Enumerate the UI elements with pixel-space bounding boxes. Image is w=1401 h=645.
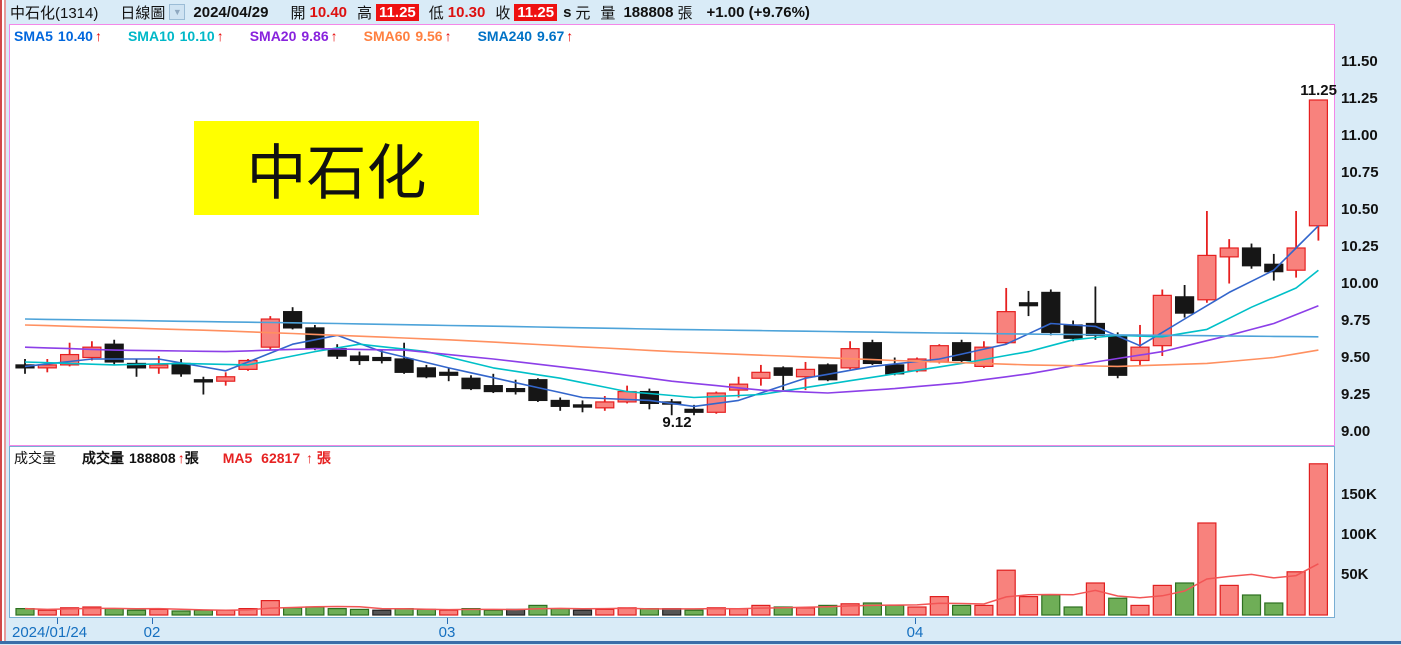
price-axis-tick: 9.25	[1341, 386, 1371, 403]
sma10-label: SMA10	[127, 28, 175, 44]
window-edge-strip	[0, 0, 6, 643]
quote-date: 2024/04/29	[193, 3, 269, 21]
up-arrow-icon: ↑	[216, 28, 224, 44]
stock-symbol: 中石化(1314)	[10, 4, 99, 22]
volume-readout-label: 成交量	[82, 450, 124, 466]
time-axis-tickmark	[447, 618, 448, 624]
price-axis-tick: 11.00	[1341, 127, 1378, 144]
sma20-label: SMA20	[249, 28, 297, 44]
high-price: 11.25	[376, 3, 419, 21]
up-arrow-icon: ↑	[94, 28, 102, 44]
volume-readout-value: 188808	[129, 450, 176, 466]
volume-axis-tick: 50K	[1341, 566, 1369, 583]
up-arrow-icon: ↑	[177, 450, 185, 466]
price-axis-tick: 10.50	[1341, 201, 1379, 218]
sma60-value: 9.56	[415, 28, 443, 44]
sma60-legend: SMA60 9.56 ↑	[364, 28, 452, 44]
close-price: 11.25	[514, 3, 558, 21]
time-axis-label: 03	[438, 624, 456, 641]
price-axis-tick: 9.75	[1341, 312, 1371, 329]
low-label: 低	[428, 4, 444, 22]
low-price-annotation: 9.12	[662, 414, 692, 431]
price-axis-tick: 11.50	[1341, 53, 1378, 70]
time-axis-label: 02	[143, 624, 161, 641]
time-axis-tickmark	[152, 618, 153, 624]
open-label: 開	[290, 4, 306, 22]
volume-ma5-unit: 張	[316, 450, 331, 466]
price-axis-tick: 9.00	[1341, 423, 1371, 440]
window-bottom-border	[0, 641, 1401, 644]
price-axis: 11.50 11.25 11.00 10.75 10.50 10.25 10.00 9.75 9…	[1338, 0, 1400, 645]
volume-panel-title: 成交量	[14, 450, 56, 466]
sma240-value: 9.67	[537, 28, 565, 44]
high-price-annotation: 11.25	[1300, 82, 1337, 99]
price-axis-tick: 10.25	[1341, 238, 1379, 255]
quote-header: 中石化(1314) 日線圖 ▼ 2024/04/29 開 10.40 高 11.…	[10, 0, 1401, 24]
sma240-label: SMA240	[477, 28, 533, 44]
close-label: 收	[495, 4, 511, 22]
stock-name-annotation: 中石化	[194, 121, 479, 215]
price-axis-tick: 11.25	[1341, 90, 1378, 107]
price-change: +1.00 (+9.76%)	[706, 3, 810, 21]
sma20-legend: SMA20 9.86 ↑	[250, 28, 338, 44]
candlestick-chart[interactable]	[10, 25, 1334, 445]
up-arrow-icon: ↑	[330, 28, 338, 44]
volume-ma5-label: MA5	[222, 450, 253, 466]
up-arrow-icon: ↑	[306, 450, 313, 466]
price-axis-tick: 10.00	[1341, 275, 1379, 292]
time-axis-tickmark	[57, 618, 58, 624]
sma5-value: 10.40	[57, 28, 93, 44]
up-arrow-icon: ↑	[566, 28, 574, 44]
sma60-label: SMA60	[363, 28, 411, 44]
period-selector[interactable]: 日線圖	[120, 4, 166, 22]
volume-ma5-readout: MA5 62817 ↑ 張	[223, 448, 331, 468]
volume-unit: 張	[677, 4, 693, 22]
sma240-legend: SMA240 9.67 ↑	[478, 28, 574, 44]
sma5-legend: SMA5 10.40 ↑	[14, 28, 102, 44]
volume-axis-tick: 150K	[1341, 486, 1377, 503]
unit-s: s	[563, 3, 572, 21]
volume-axis-tick: 100K	[1341, 526, 1377, 543]
chevron-down-icon[interactable]: ▼	[169, 4, 186, 20]
low-price: 10.30	[447, 3, 486, 21]
sma5-label: SMA5	[14, 28, 53, 44]
sma20-value: 9.86	[301, 28, 329, 44]
unit-yuan: 元	[575, 4, 591, 22]
sma10-legend: SMA10 10.10 ↑	[128, 28, 224, 44]
price-chart-panel: SMA5 10.40 ↑ SMA10 10.10 ↑ SMA20 9.86 ↑ …	[9, 24, 1337, 446]
price-axis-tick: 10.75	[1341, 164, 1379, 181]
volume-chart-panel: 成交量 成交量 188808 ↑ 張 MA5 62817 ↑ 張	[9, 446, 1335, 618]
open-price: 10.40	[309, 3, 348, 21]
time-axis-label: 04	[906, 624, 924, 641]
price-axis-tick: 9.50	[1341, 349, 1371, 366]
up-arrow-icon: ↑	[444, 28, 452, 44]
volume-readout-unit: 張	[184, 450, 199, 466]
volume-value: 188808	[623, 3, 674, 21]
volume-label: 量	[600, 4, 616, 22]
high-label: 高	[357, 4, 373, 22]
sma-legend: SMA5 10.40 ↑ SMA10 10.10 ↑ SMA20 9.86 ↑ …	[14, 27, 599, 45]
volume-ma5-value: 62817	[261, 450, 301, 466]
time-axis-label: 2024/01/24	[12, 624, 88, 641]
volume-legend: 成交量 成交量 188808 ↑ 張 MA5 62817 ↑ 張	[14, 449, 331, 467]
time-axis: 2024/01/24 02 03 04	[0, 617, 1401, 642]
time-axis-tickmark	[915, 618, 916, 624]
volume-bars-chart[interactable]	[10, 447, 1334, 617]
sma10-value: 10.10	[179, 28, 215, 44]
